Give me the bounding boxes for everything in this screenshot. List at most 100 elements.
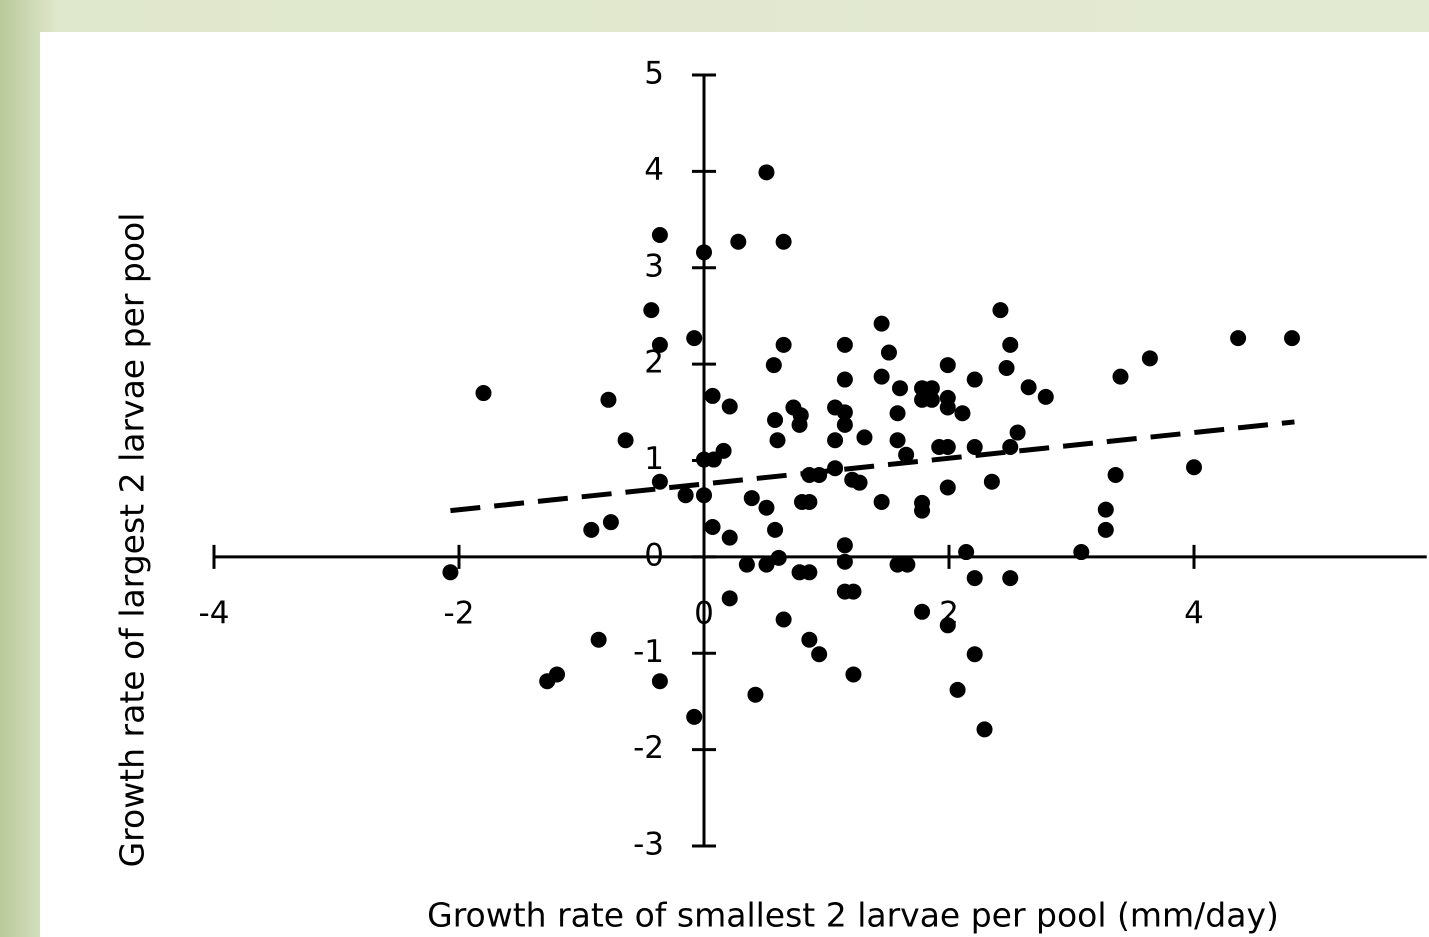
point bbox=[476, 385, 492, 401]
point bbox=[837, 372, 853, 388]
point bbox=[1113, 369, 1129, 385]
point bbox=[811, 646, 827, 662]
point bbox=[856, 429, 872, 445]
point bbox=[837, 554, 853, 570]
point bbox=[967, 372, 983, 388]
point bbox=[705, 388, 721, 404]
point bbox=[583, 522, 599, 538]
y-tick-label: 3 bbox=[644, 248, 664, 284]
y-tick-label: 4 bbox=[644, 152, 664, 188]
point bbox=[652, 673, 668, 689]
point bbox=[967, 646, 983, 662]
point bbox=[793, 407, 809, 423]
point bbox=[716, 443, 732, 459]
point bbox=[845, 584, 861, 600]
y-tick-label: -2 bbox=[633, 730, 664, 766]
point bbox=[739, 557, 755, 573]
point bbox=[747, 687, 763, 703]
point bbox=[899, 557, 915, 573]
point bbox=[686, 330, 702, 346]
x-axis-title: Growth rate of smallest 2 larvae per poo… bbox=[427, 896, 1279, 935]
point bbox=[892, 380, 908, 396]
point bbox=[652, 337, 668, 353]
point bbox=[977, 721, 993, 737]
x-tick-label: -2 bbox=[444, 595, 475, 631]
point bbox=[722, 590, 738, 606]
point bbox=[992, 302, 1008, 318]
y-tick-label: 0 bbox=[644, 537, 664, 573]
x-tick-label: 0 bbox=[694, 595, 714, 631]
point bbox=[852, 475, 868, 491]
point bbox=[954, 405, 970, 421]
point bbox=[767, 412, 783, 428]
point bbox=[874, 316, 890, 332]
point bbox=[890, 405, 906, 421]
point bbox=[837, 417, 853, 433]
point bbox=[958, 544, 974, 560]
point bbox=[967, 570, 983, 586]
y-tick-label: 5 bbox=[644, 56, 664, 92]
point bbox=[1230, 330, 1246, 346]
point bbox=[874, 369, 890, 385]
point bbox=[940, 399, 956, 415]
point bbox=[1108, 467, 1124, 483]
point bbox=[1098, 522, 1114, 538]
point bbox=[730, 234, 746, 250]
point bbox=[1002, 337, 1018, 353]
x-tick-label: -4 bbox=[199, 595, 230, 631]
point bbox=[1284, 330, 1300, 346]
point bbox=[758, 164, 774, 180]
point bbox=[940, 479, 956, 495]
point bbox=[914, 503, 930, 519]
point bbox=[776, 337, 792, 353]
point bbox=[591, 632, 607, 648]
point bbox=[837, 337, 853, 353]
chart: -4-2024-3-2-1012345 bbox=[0, 0, 1429, 937]
point bbox=[744, 490, 760, 506]
point bbox=[1098, 502, 1114, 518]
point bbox=[874, 494, 890, 510]
point bbox=[1142, 350, 1158, 366]
point bbox=[722, 530, 738, 546]
point bbox=[801, 564, 817, 580]
point bbox=[705, 519, 721, 535]
point bbox=[837, 537, 853, 553]
point bbox=[801, 632, 817, 648]
point bbox=[950, 682, 966, 698]
point bbox=[1021, 379, 1037, 395]
x-tick-label: 4 bbox=[1184, 595, 1204, 631]
point bbox=[1186, 459, 1202, 475]
y-axis-title: Growth rate of largest 2 larvae per pool bbox=[103, 180, 162, 900]
y-tick-label: -3 bbox=[633, 827, 664, 863]
point bbox=[652, 227, 668, 243]
point bbox=[643, 302, 659, 318]
point bbox=[914, 604, 930, 620]
y-tick-label: -1 bbox=[633, 634, 664, 670]
point bbox=[940, 617, 956, 633]
y-tick-label: 1 bbox=[644, 441, 664, 477]
point bbox=[603, 514, 619, 530]
point bbox=[696, 244, 712, 260]
point bbox=[1002, 570, 1018, 586]
point bbox=[767, 522, 783, 538]
page: -4-2024-3-2-1012345 Growth rate of large… bbox=[0, 0, 1429, 937]
point bbox=[801, 494, 817, 510]
point bbox=[845, 666, 861, 682]
point bbox=[776, 612, 792, 628]
point bbox=[600, 392, 616, 408]
point bbox=[1038, 389, 1054, 405]
point bbox=[999, 360, 1015, 376]
point bbox=[686, 709, 702, 725]
trendline bbox=[450, 422, 1294, 511]
point bbox=[924, 392, 940, 408]
point bbox=[618, 432, 634, 448]
point bbox=[940, 357, 956, 373]
point bbox=[1010, 425, 1026, 441]
point bbox=[984, 474, 1000, 490]
point bbox=[696, 487, 712, 503]
point bbox=[827, 460, 843, 476]
point bbox=[881, 345, 897, 361]
point bbox=[827, 432, 843, 448]
point bbox=[766, 357, 782, 373]
point bbox=[1073, 544, 1089, 560]
